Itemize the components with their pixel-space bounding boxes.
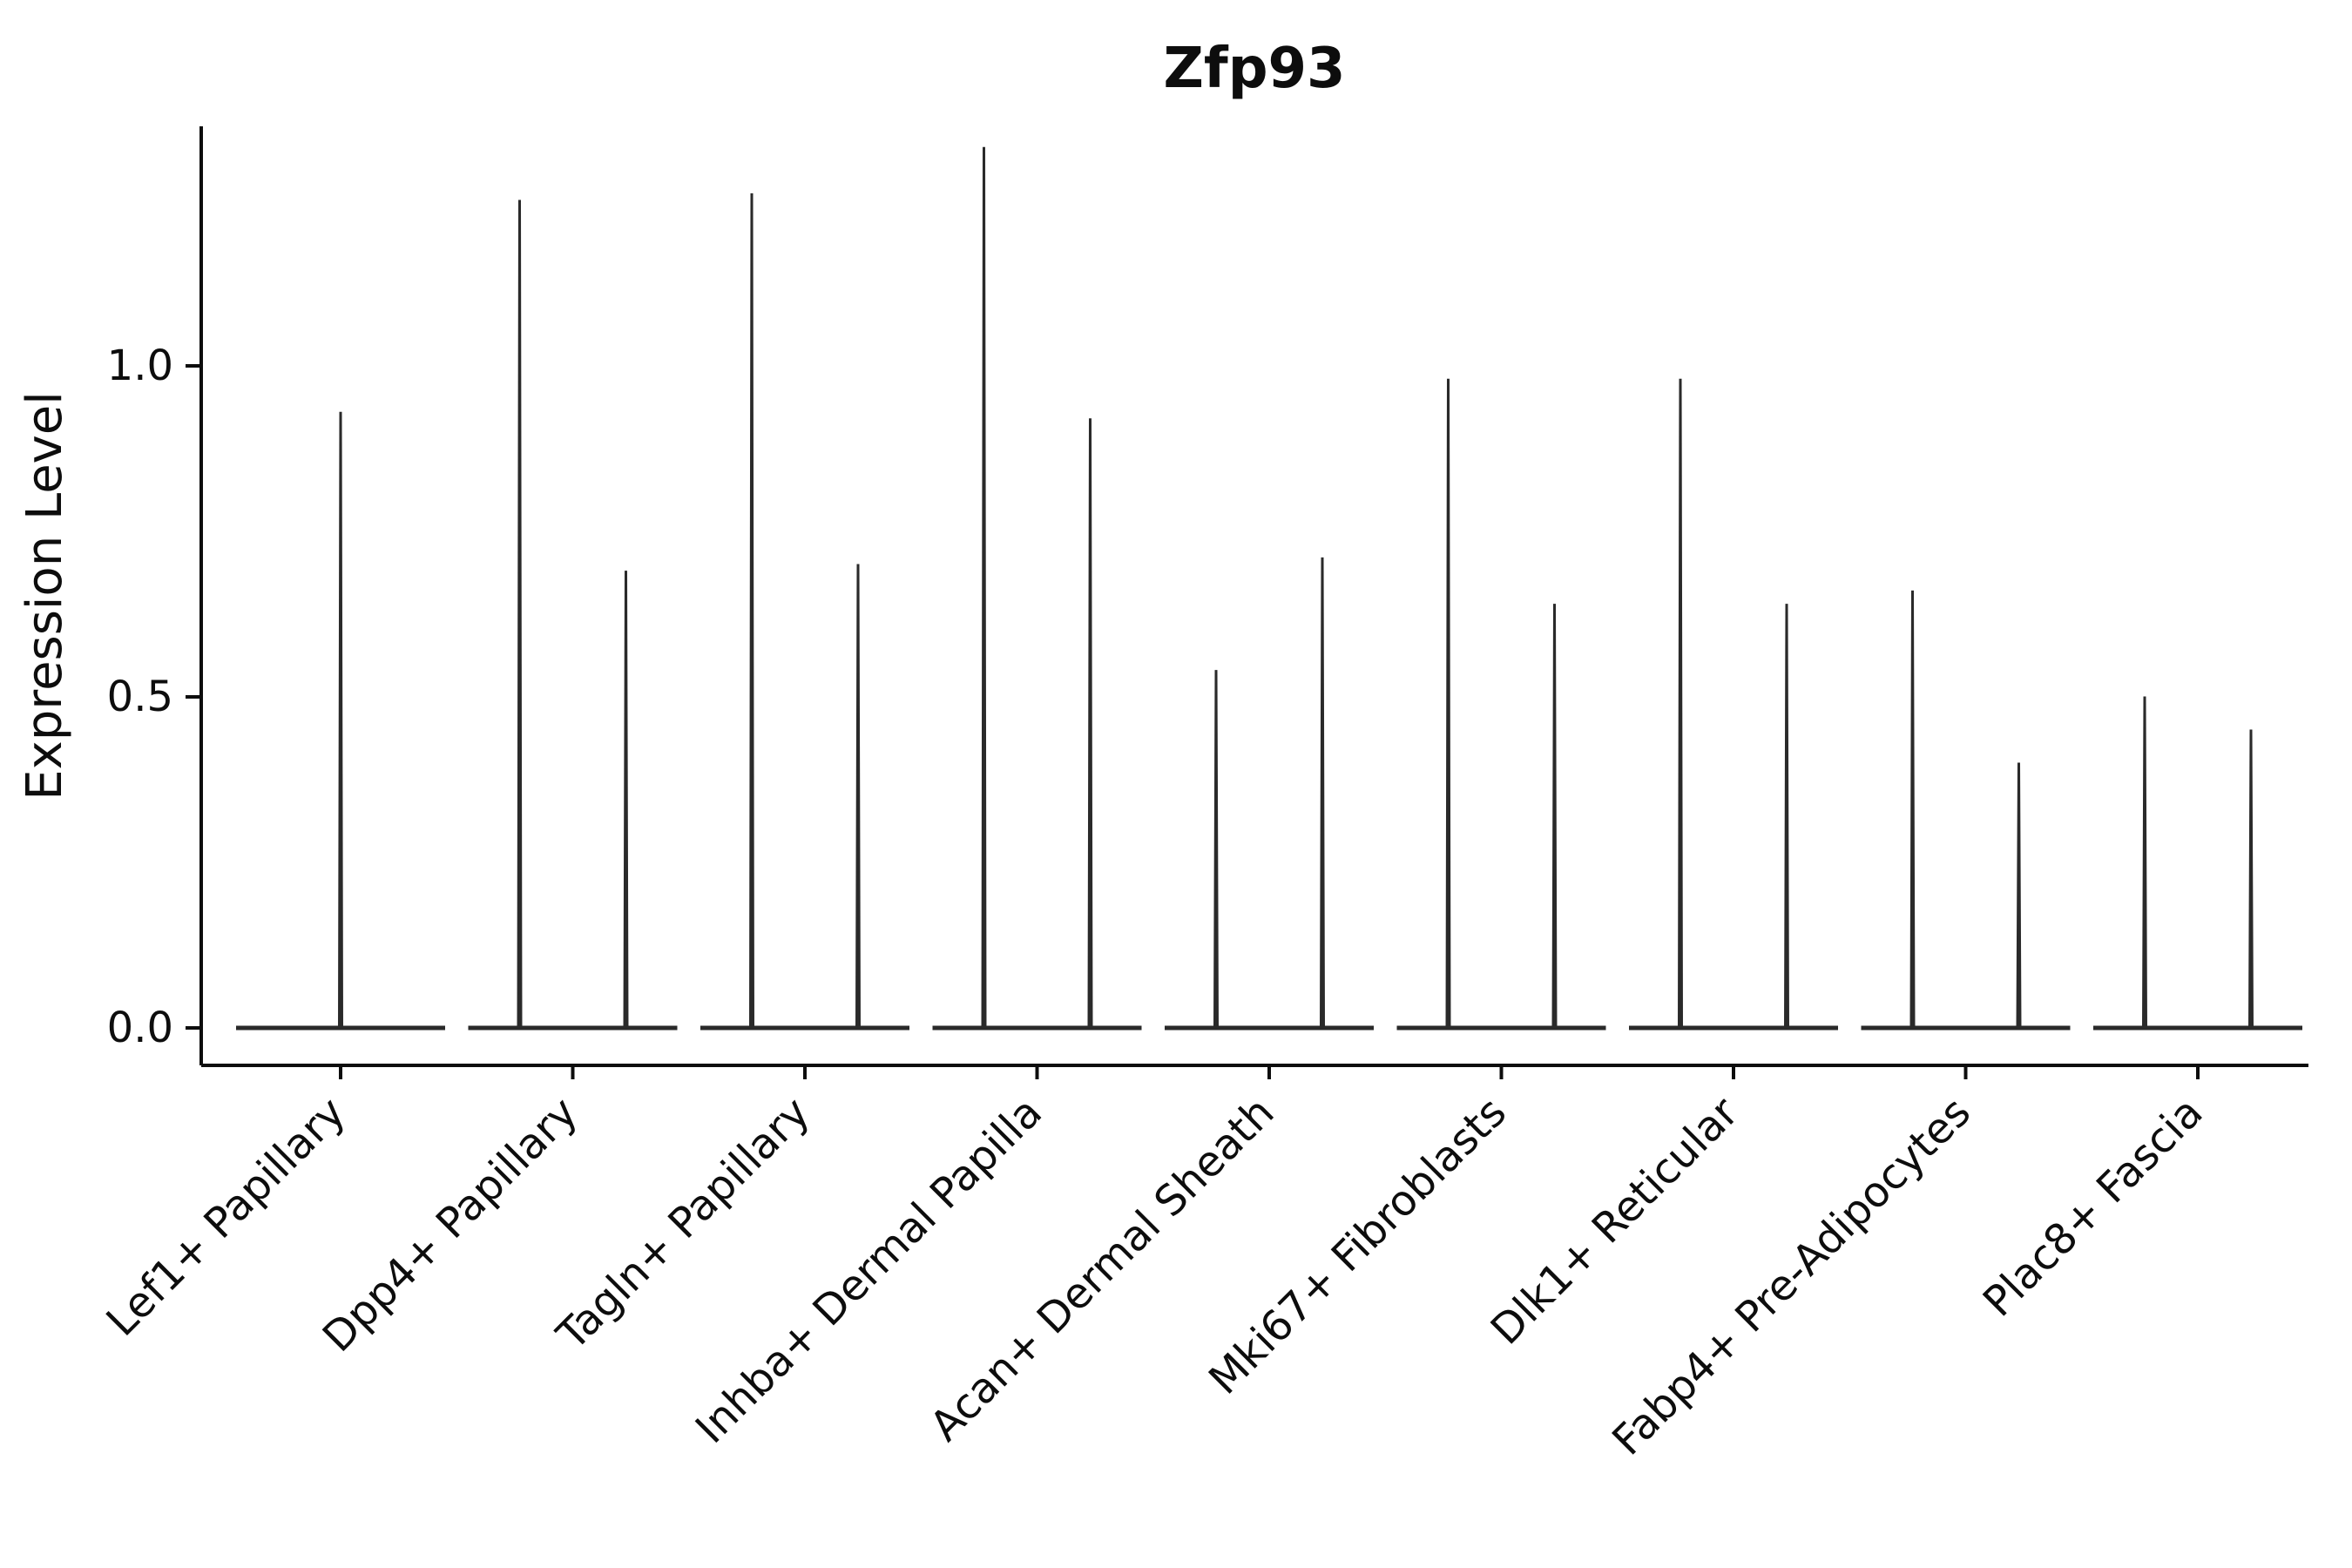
violin-base	[1165, 1025, 1374, 1031]
violin-base	[1861, 1025, 2071, 1031]
violin-spike	[517, 199, 523, 1029]
violin-spike	[1677, 378, 1684, 1029]
x-tick-label: Tagln+ Papillary	[547, 1088, 819, 1360]
violin-spike	[1445, 378, 1451, 1029]
violin-spike	[1087, 418, 1093, 1029]
violin-spike	[1551, 604, 1558, 1029]
violin-spike	[623, 571, 629, 1029]
x-tick-label: Dlk1+ Reticular	[1482, 1088, 1748, 1355]
violin-spike	[2247, 729, 2254, 1029]
x-tick-label: Lef1+ Papillary	[98, 1088, 355, 1346]
violin-spike	[1213, 670, 1220, 1029]
violin-base	[1396, 1025, 1606, 1031]
y-axis-label: Expression Level	[17, 391, 73, 801]
violin-spike	[855, 564, 862, 1029]
y-tick-label: 0.5	[107, 672, 173, 721]
violin-spike	[748, 193, 755, 1029]
x-tick-label: Dpp4+ Papillary	[314, 1088, 587, 1362]
violin-spike	[981, 146, 987, 1029]
x-tick-label: Plac8+ Fascia	[1974, 1088, 2213, 1327]
violin-base	[700, 1025, 909, 1031]
violin-spike	[337, 411, 344, 1029]
y-tick-label: 0.0	[107, 1004, 173, 1052]
violin-base	[2093, 1025, 2302, 1031]
violin-spike	[1909, 590, 1916, 1029]
violin-spike	[2141, 696, 2148, 1029]
violin-base	[932, 1025, 1142, 1031]
violin-spike	[2016, 762, 2022, 1029]
chart-title: Zfp93	[1163, 37, 1345, 101]
violin-base	[1629, 1025, 1838, 1031]
y-tick-label: 1.0	[107, 341, 173, 390]
violin-base	[468, 1025, 678, 1031]
violin-spike	[1319, 557, 1326, 1029]
violin-spike	[1783, 604, 1790, 1029]
